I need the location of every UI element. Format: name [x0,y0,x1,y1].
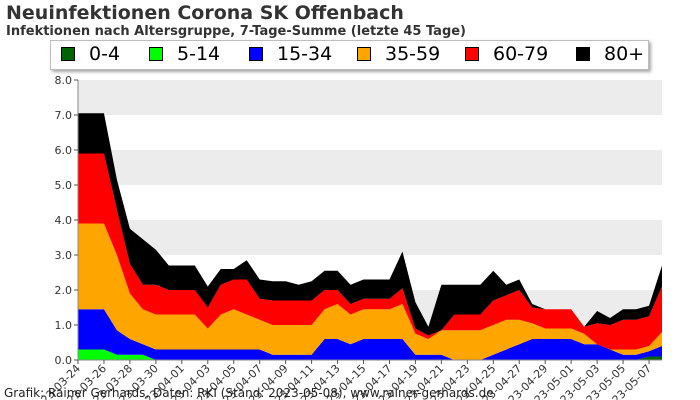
series-areas [78,113,662,360]
series-area-60-79 [78,153,662,350]
y-tick-label: 4.0 [55,214,73,227]
y-tick-label: 8.0 [55,74,73,87]
legend-swatch-0-4 [61,47,75,61]
legend-label-60-79: 60-79 [493,43,549,65]
grid-band [78,150,662,185]
grid-band [78,115,662,150]
legend-label-5-14: 5-14 [177,43,221,65]
legend-label-35-59: 35-59 [385,43,441,65]
legend-label-0-4: 0-4 [89,43,121,65]
grid-band [78,220,662,255]
y-tick-label: 1.0 [55,319,73,332]
legend-swatch-80-plus [576,47,590,61]
legend-label-80-plus: 80+ [604,43,645,65]
y-tick-label: 5.0 [55,179,73,192]
footer-credit: Grafik: Rainer Gerhards, Daten: RKI (Sta… [4,386,494,400]
grid-band [78,80,662,115]
chart-subtitle: Infektionen nach Altersgruppe, 7-Tage-Su… [6,24,467,39]
grid-band [78,185,662,220]
legend-swatch-5-14 [149,47,163,61]
y-tick-label: 6.0 [55,144,73,157]
y-tick-label: 0.0 [55,354,73,367]
legend-swatch-15-34 [249,47,263,61]
legend-swatch-60-79 [465,47,479,61]
series-area-80-plus [78,113,662,336]
legend-swatch-35-59 [357,47,371,61]
series-area-35-59 [78,223,662,360]
legend: 0-4 5-14 15-34 35-59 60-79 80+ [50,40,649,70]
series-area-15-34 [78,309,662,360]
series-area-5-14 [78,349,662,360]
y-tick-label: 7.0 [55,109,73,122]
legend-label-15-34: 15-34 [277,43,333,65]
y-tick-label: 3.0 [55,249,73,262]
chart-title: Neuinfektionen Corona SK Offenbach [6,2,404,24]
y-tick-label: 2.0 [55,284,73,297]
